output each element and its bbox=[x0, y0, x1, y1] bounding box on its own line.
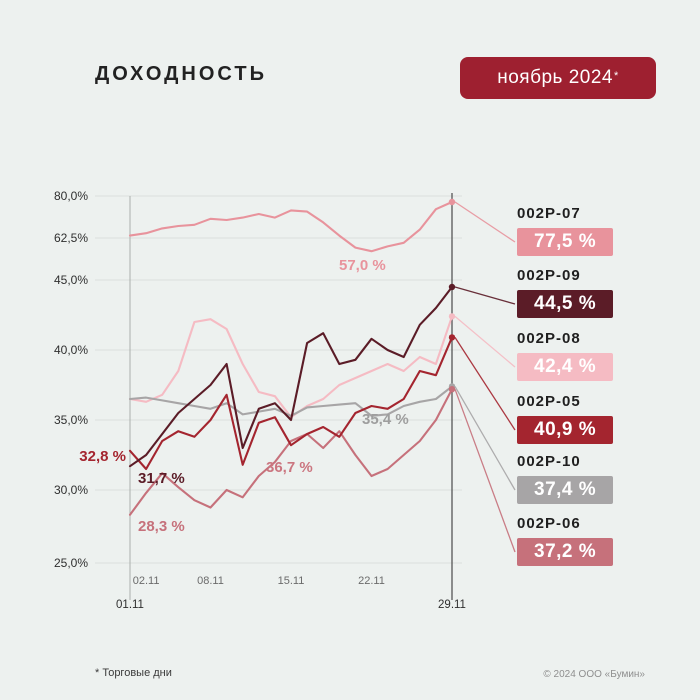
legend-item: 002Р-07 77,5 % bbox=[517, 205, 614, 256]
period-badge-text: ноябрь 2024 bbox=[497, 67, 613, 88]
period-badge-asterisk: * bbox=[613, 70, 619, 82]
legend-item: 002Р-09 44,5 % bbox=[517, 267, 614, 318]
chart-annotation: 28,3 % bbox=[138, 518, 185, 535]
series-endpoint-dot bbox=[448, 198, 456, 206]
series-endpoint-dot bbox=[448, 313, 456, 320]
series-endpoint-dot bbox=[448, 386, 456, 393]
legend-value-badge: 40,9 % bbox=[517, 416, 614, 444]
legend-item: 002Р-06 37,2 % bbox=[517, 515, 614, 566]
chart-annotation: 36,7 % bbox=[266, 459, 313, 476]
series-line-002Р-08 bbox=[128, 315, 454, 419]
legend-connector-line bbox=[454, 386, 516, 491]
legend-value-badge: 44,5 % bbox=[517, 290, 614, 318]
page-title: ДОХОДНОСТЬ bbox=[95, 63, 267, 85]
legend-series-label: 002Р-09 bbox=[517, 267, 581, 284]
y-axis-tick-label: 62,5% bbox=[54, 231, 88, 245]
footnote-trading-days: * Торговые дни bbox=[95, 667, 172, 679]
legend-value-badge: 37,4 % bbox=[517, 476, 614, 504]
series-endpoint-dot bbox=[448, 283, 456, 291]
series-line-002Р-07 bbox=[128, 200, 454, 253]
legend-connector-line bbox=[454, 315, 516, 368]
x-axis-tick-label: 15.11 bbox=[278, 575, 305, 587]
legend-connector-line bbox=[454, 388, 516, 553]
legend-value-badge: 42,4 % bbox=[517, 353, 614, 381]
legend-series-label: 002Р-07 bbox=[517, 205, 581, 222]
series-line-002Р-05 bbox=[128, 336, 454, 471]
legend-series-label: 002Р-10 bbox=[517, 453, 581, 470]
legend-value-badge: 77,5 % bbox=[517, 228, 614, 256]
legend-series-label: 002Р-05 bbox=[517, 393, 581, 410]
series-line-002Р-09 bbox=[128, 285, 454, 468]
legend-item: 002Р-10 37,4 % bbox=[517, 453, 614, 504]
legend-connector-line bbox=[454, 286, 516, 305]
y-axis-tick-label: 30,0% bbox=[54, 483, 88, 497]
legend-item: 002Р-08 42,4 % bbox=[517, 330, 614, 381]
legend-connector-line bbox=[454, 337, 516, 431]
y-axis-tick-label: 25,0% bbox=[54, 556, 88, 570]
chart-annotation: 31,7 % bbox=[138, 470, 185, 487]
series-endpoint-dot bbox=[448, 334, 456, 341]
chart-annotation: 32,8 % bbox=[79, 448, 126, 465]
x-axis-tick-label: 02.11 bbox=[133, 575, 160, 587]
y-axis-tick-label: 40,0% bbox=[54, 343, 88, 357]
x-axis-tick-label: 08.11 bbox=[197, 575, 224, 587]
y-axis-tick-label: 45,0% bbox=[54, 273, 88, 287]
x-axis-endpoint-label: 01.11 bbox=[116, 599, 144, 611]
y-axis-tick-label: 35,0% bbox=[54, 413, 88, 427]
chart-annotation: 57,0 % bbox=[339, 257, 386, 274]
copyright: © 2024 ООО «Бумин» bbox=[543, 669, 645, 680]
legend-connector-line bbox=[454, 201, 516, 243]
series-line-002Р-06 bbox=[128, 388, 454, 516]
legend-item: 002Р-05 40,9 % bbox=[517, 393, 614, 444]
period-badge: ноябрь 2024 * bbox=[460, 57, 656, 99]
y-axis-tick-label: 80,0% bbox=[54, 189, 88, 203]
legend-series-label: 002Р-08 bbox=[517, 330, 581, 347]
x-axis-tick-label: 22.11 bbox=[358, 575, 385, 587]
x-axis-endpoint-label: 29.11 bbox=[438, 599, 466, 611]
legend-series-label: 002Р-06 bbox=[517, 515, 581, 532]
legend-value-badge: 37,2 % bbox=[517, 538, 614, 566]
chart-annotation: 35,4 % bbox=[362, 411, 409, 428]
